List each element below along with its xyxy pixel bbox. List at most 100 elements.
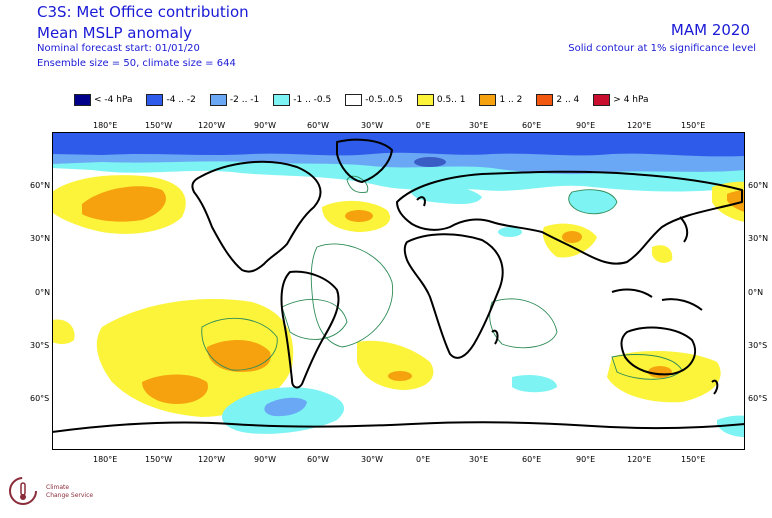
lon-tick-bottom: 150°W bbox=[145, 455, 173, 464]
legend-label: -2 .. -1 bbox=[229, 95, 260, 105]
anomaly-south-pacific-orange-east bbox=[207, 340, 271, 372]
contour-line bbox=[310, 243, 394, 348]
lon-tick-bottom: 0°E bbox=[416, 455, 431, 464]
coastline-south-america bbox=[280, 270, 340, 389]
legend-swatch bbox=[209, 94, 227, 106]
lat-tick-right: 30°S bbox=[748, 341, 768, 350]
anomaly-europe-cyan bbox=[410, 185, 482, 205]
lon-tick-top: 30°W bbox=[361, 121, 384, 130]
lon-tick-top: 180°E bbox=[93, 121, 118, 130]
contour-line bbox=[201, 317, 278, 371]
legend-label: -1 .. -0.5 bbox=[293, 95, 332, 105]
coastline-antarctica bbox=[52, 421, 745, 433]
lon-tick-bottom: 30°E bbox=[469, 455, 489, 464]
contour-line bbox=[281, 299, 348, 340]
anomaly-asia-cyan bbox=[568, 189, 617, 214]
forecast-start: Nominal forecast start: 01/01/20 bbox=[37, 43, 200, 54]
legend-swatch bbox=[479, 94, 497, 106]
lat-tick-right: 0°N bbox=[748, 288, 764, 297]
ensemble-size: Ensemble size = 50, climate size = 644 bbox=[37, 58, 236, 69]
legend-item: > 4 hPa bbox=[593, 93, 649, 107]
lon-tick-bottom: 30°W bbox=[361, 455, 384, 464]
c3s-logo-icon bbox=[9, 477, 37, 505]
anomaly-southern-east-cyan bbox=[717, 415, 745, 437]
legend-item: -4 .. -2 bbox=[146, 93, 196, 107]
legend-label: < -4 hPa bbox=[94, 95, 133, 105]
lon-tick-bottom: 120°W bbox=[198, 455, 226, 464]
anomaly-australia-orange bbox=[648, 366, 672, 378]
coastline-new-zealand bbox=[711, 379, 719, 395]
lon-tick-bottom: 60°E bbox=[522, 455, 542, 464]
lon-tick-bottom: 180°E bbox=[93, 455, 118, 464]
lat-tick-left: 30°S bbox=[30, 341, 50, 350]
logo-line-1: Climate bbox=[46, 484, 70, 491]
anomaly-indian-cyan bbox=[512, 375, 557, 393]
lon-tick-top: 90°E bbox=[576, 121, 596, 130]
legend-swatch bbox=[345, 94, 363, 106]
anomaly-north-pacific-orange bbox=[82, 186, 166, 222]
lon-tick-top: 30°E bbox=[469, 121, 489, 130]
lat-tick-left: 30°N bbox=[30, 234, 51, 243]
anomaly-map bbox=[52, 132, 745, 450]
coastline-uk bbox=[416, 196, 426, 207]
lon-tick-bottom: 60°W bbox=[307, 455, 330, 464]
lon-tick-bottom: 90°W bbox=[254, 455, 277, 464]
legend-item: 1 .. 2 bbox=[479, 93, 522, 107]
legend-swatch bbox=[146, 94, 164, 106]
coastline-madagascar bbox=[491, 329, 499, 345]
lon-tick-bottom: 150°E bbox=[681, 455, 706, 464]
contour-line bbox=[568, 189, 618, 215]
legend-item: -0.5..0.5 bbox=[345, 93, 403, 107]
lon-tick-top: 90°W bbox=[254, 121, 277, 130]
contour-line bbox=[346, 175, 369, 193]
season-label: MAM 2020 bbox=[670, 21, 750, 39]
lon-tick-bottom: 90°E bbox=[576, 455, 596, 464]
coastline-north-america bbox=[191, 160, 322, 273]
anomaly-tibet-orange bbox=[562, 231, 582, 243]
legend-swatch bbox=[74, 94, 91, 106]
anomaly-band-north-strong bbox=[52, 132, 745, 157]
legend-label: -0.5..0.5 bbox=[365, 95, 403, 105]
lon-tick-top: 120°W bbox=[198, 121, 226, 130]
anomaly-bengal-cyan bbox=[498, 227, 522, 237]
coastline-greenland bbox=[336, 138, 393, 183]
legend-swatch bbox=[416, 94, 434, 106]
legend-item: 0.5.. 1 bbox=[416, 93, 465, 107]
lon-tick-top: 150°E bbox=[681, 121, 706, 130]
lat-tick-left: 0°N bbox=[35, 288, 51, 297]
anomaly-core-greenland bbox=[414, 157, 446, 167]
anomaly-southern-blue bbox=[264, 397, 307, 417]
coastline-australia bbox=[620, 326, 697, 376]
anomaly-south-pacific-orange-west bbox=[142, 374, 208, 404]
lat-tick-left: 60°N bbox=[30, 181, 51, 190]
coastline-africa bbox=[403, 233, 504, 359]
lat-tick-right: 30°N bbox=[748, 234, 769, 243]
legend-label: 1 .. 2 bbox=[499, 95, 523, 105]
lon-tick-top: 150°W bbox=[145, 121, 173, 130]
lat-tick-left: 60°S bbox=[30, 394, 50, 403]
title-line-2: Mean MSLP anomaly bbox=[37, 24, 192, 42]
map-frame bbox=[52, 132, 745, 450]
coastline-indonesia bbox=[611, 288, 703, 311]
anomaly-west-edge-yellow bbox=[52, 319, 75, 344]
legend-item: 2 .. 4 bbox=[536, 93, 579, 107]
legend-label: -4 .. -2 bbox=[166, 95, 196, 105]
lon-tick-bottom: 120°E bbox=[627, 455, 652, 464]
legend-swatch bbox=[273, 94, 291, 106]
legend-swatch bbox=[536, 94, 554, 106]
contour-note: Solid contour at 1% significance level bbox=[568, 43, 756, 54]
lon-tick-top: 60°E bbox=[522, 121, 542, 130]
lon-tick-top: 120°E bbox=[627, 121, 652, 130]
contour-line bbox=[489, 298, 558, 349]
legend-item: -2 .. -1 bbox=[209, 93, 260, 107]
lon-tick-top: 60°W bbox=[307, 121, 330, 130]
logo-line-2: Change Service bbox=[46, 492, 94, 499]
legend-item: < -4 hPa bbox=[74, 93, 132, 107]
anomaly-south-atlantic-yellow bbox=[357, 340, 434, 390]
anomaly-china-yellow bbox=[652, 245, 673, 263]
legend-label: 2 .. 4 bbox=[556, 95, 580, 105]
lat-tick-right: 60°S bbox=[748, 394, 768, 403]
anomaly-east-edge-orange bbox=[727, 190, 745, 212]
legend-item: -1 .. -0.5 bbox=[273, 93, 331, 107]
title-line-1: C3S: Met Office contribution bbox=[37, 3, 249, 21]
